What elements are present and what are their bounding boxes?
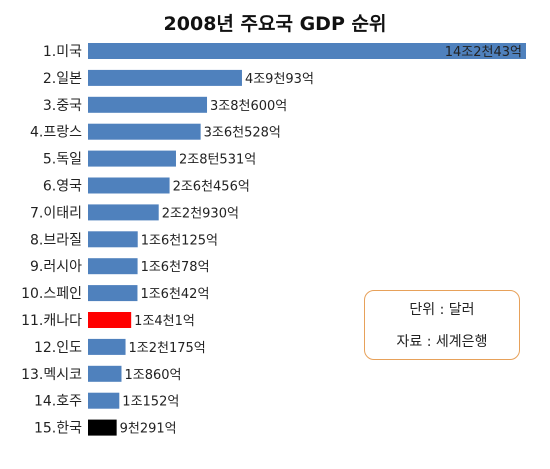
category-labels: 1.미국 2.일본 3.중국 4.프랑스 5.독일 6.영국 7.이태리 8.브라질 9.러시아… xyxy=(21,44,82,437)
chart-title: 2008년 주요국 GDP 순위 xyxy=(164,13,387,35)
category-label: 15.한국 xyxy=(34,421,82,437)
category-label: 7.이태리 xyxy=(30,205,82,221)
value-label: 2조2천930억 xyxy=(162,206,239,221)
bar xyxy=(88,338,126,355)
bars-group xyxy=(88,43,526,436)
value-label: 1조4천1억 xyxy=(134,314,195,329)
value-label: 1조6천78억 xyxy=(141,260,210,275)
bar xyxy=(88,365,122,382)
bar xyxy=(88,312,132,328)
source-note: 자료 : 세계은행 xyxy=(396,334,488,350)
bar xyxy=(88,231,138,248)
category-label: 6.영국 xyxy=(43,179,82,195)
bar xyxy=(88,392,120,409)
bar xyxy=(88,285,138,302)
value-label: 1조6천42억 xyxy=(140,287,209,302)
category-label: 5.독일 xyxy=(43,152,82,168)
category-label: 3.중국 xyxy=(43,98,82,114)
category-label: 4.프랑스 xyxy=(30,125,82,141)
value-label: 9천291억 xyxy=(120,422,177,437)
value-label: 1조6천125억 xyxy=(141,233,218,248)
category-label: 9.러시아 xyxy=(30,259,82,275)
category-label: 13.멕시코 xyxy=(21,367,82,383)
category-label: 14.호주 xyxy=(34,394,82,410)
value-label: 1조152억 xyxy=(122,395,179,410)
category-label: 11.캐나다 xyxy=(21,313,82,329)
value-label: 4조9천93억 xyxy=(245,72,314,87)
category-label: 10.스페인 xyxy=(21,286,82,302)
bar xyxy=(88,96,208,113)
value-label: 3조6천528억 xyxy=(204,126,281,141)
value-label: 2조6천456억 xyxy=(173,180,250,195)
unit-source-note: 단위 : 달러 자료 : 세계은행 xyxy=(364,290,520,360)
category-label: 8.브라질 xyxy=(30,232,82,248)
bar xyxy=(88,123,201,140)
bar xyxy=(88,69,242,86)
value-label: 2조8턴531억 xyxy=(179,153,256,168)
category-label: 1.미국 xyxy=(43,44,82,60)
bar xyxy=(88,204,159,221)
bar xyxy=(88,43,526,59)
value-label: 3조8천600억 xyxy=(210,99,287,114)
bar xyxy=(88,150,176,167)
value-labels: 14조2천43억 4조9천93억 3조8천600억 3조6천528억 2조8턴531억 2… xyxy=(120,45,522,437)
category-label: 12.인도 xyxy=(34,340,82,356)
value-label: 14조2천43억 xyxy=(445,45,522,60)
unit-note: 단위 : 달러 xyxy=(409,302,475,318)
bar xyxy=(88,258,138,275)
category-label: 2.일본 xyxy=(43,71,82,87)
bar xyxy=(88,177,170,194)
value-label: 1조2천175억 xyxy=(129,341,206,356)
bar xyxy=(88,419,117,436)
value-label: 1조860억 xyxy=(124,368,181,383)
